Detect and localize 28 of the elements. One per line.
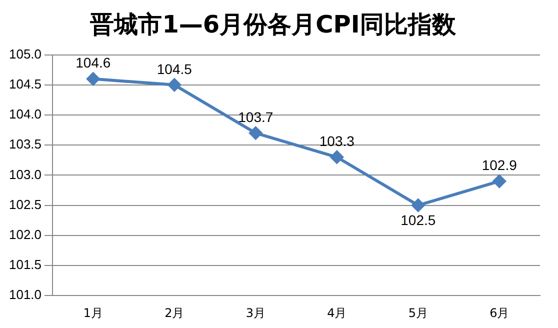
data-label: 104.6: [76, 54, 111, 71]
data-label: 103.7: [238, 108, 274, 125]
y-tick-label: 101.5: [8, 257, 42, 272]
data-label: 104.5: [156, 60, 192, 77]
data-label: 102.9: [482, 157, 518, 174]
x-tick-label: 4月: [327, 306, 347, 320]
point: [86, 72, 100, 86]
point: [249, 126, 262, 140]
x-tick-label: 3月: [246, 306, 266, 320]
y-tick-label: 104.0: [8, 106, 42, 122]
y-tick-label: 103.5: [8, 136, 42, 152]
y-tick-label: 103.0: [8, 166, 42, 182]
y-tick-label: 101.0: [8, 287, 42, 302]
chart-title: 晋城市1—6月份各月CPI同比指数: [89, 10, 457, 39]
y-tick-label: 102.5: [8, 196, 42, 212]
y-tick-label: 104.5: [8, 76, 42, 92]
y-tick-label: 102.0: [8, 226, 42, 242]
point: [492, 174, 506, 188]
data-label: 103.3: [319, 133, 355, 149]
x-tick-label: 1月: [83, 306, 103, 320]
point: [168, 78, 181, 92]
x-tick-label: 5月: [408, 306, 428, 320]
x-tick-label: 2月: [164, 306, 184, 320]
data-label: 102.5: [400, 212, 436, 228]
x-tick-label: 6月: [490, 306, 510, 320]
point: [412, 198, 425, 212]
point: [330, 150, 344, 164]
y-tick-label: 105.0: [8, 46, 42, 62]
